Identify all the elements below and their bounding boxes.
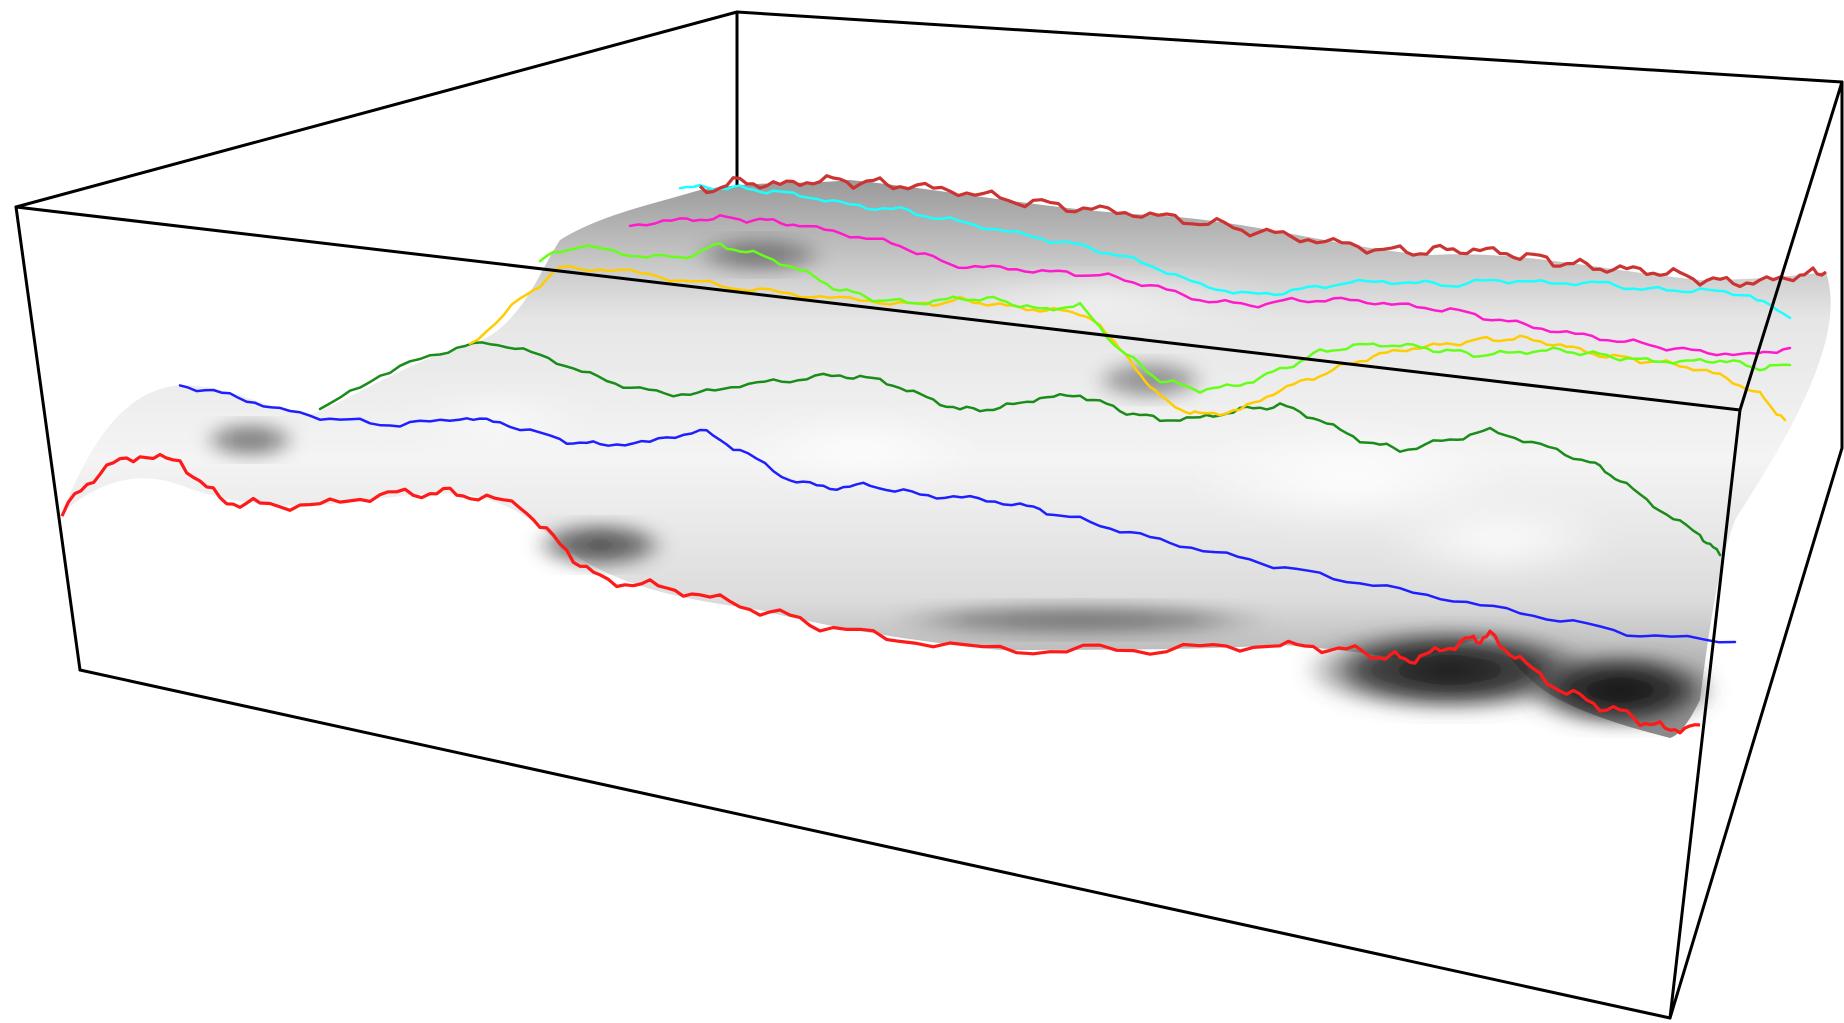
profile-6-line <box>678 183 1792 320</box>
profile-3-line <box>468 265 1787 422</box>
box-front-edges <box>14 80 1844 1020</box>
front-edge-line <box>60 452 1701 735</box>
profile-2-line <box>318 341 1722 557</box>
terrain-surface <box>60 174 1831 738</box>
profile-lines <box>60 174 1827 735</box>
profile-1-line <box>178 384 1737 644</box>
back-edge-line <box>698 174 1827 289</box>
profile-5-line <box>628 214 1792 357</box>
box-back-edges <box>14 10 1844 450</box>
surface-shading <box>200 235 1720 730</box>
profile-4-line <box>538 242 1792 394</box>
